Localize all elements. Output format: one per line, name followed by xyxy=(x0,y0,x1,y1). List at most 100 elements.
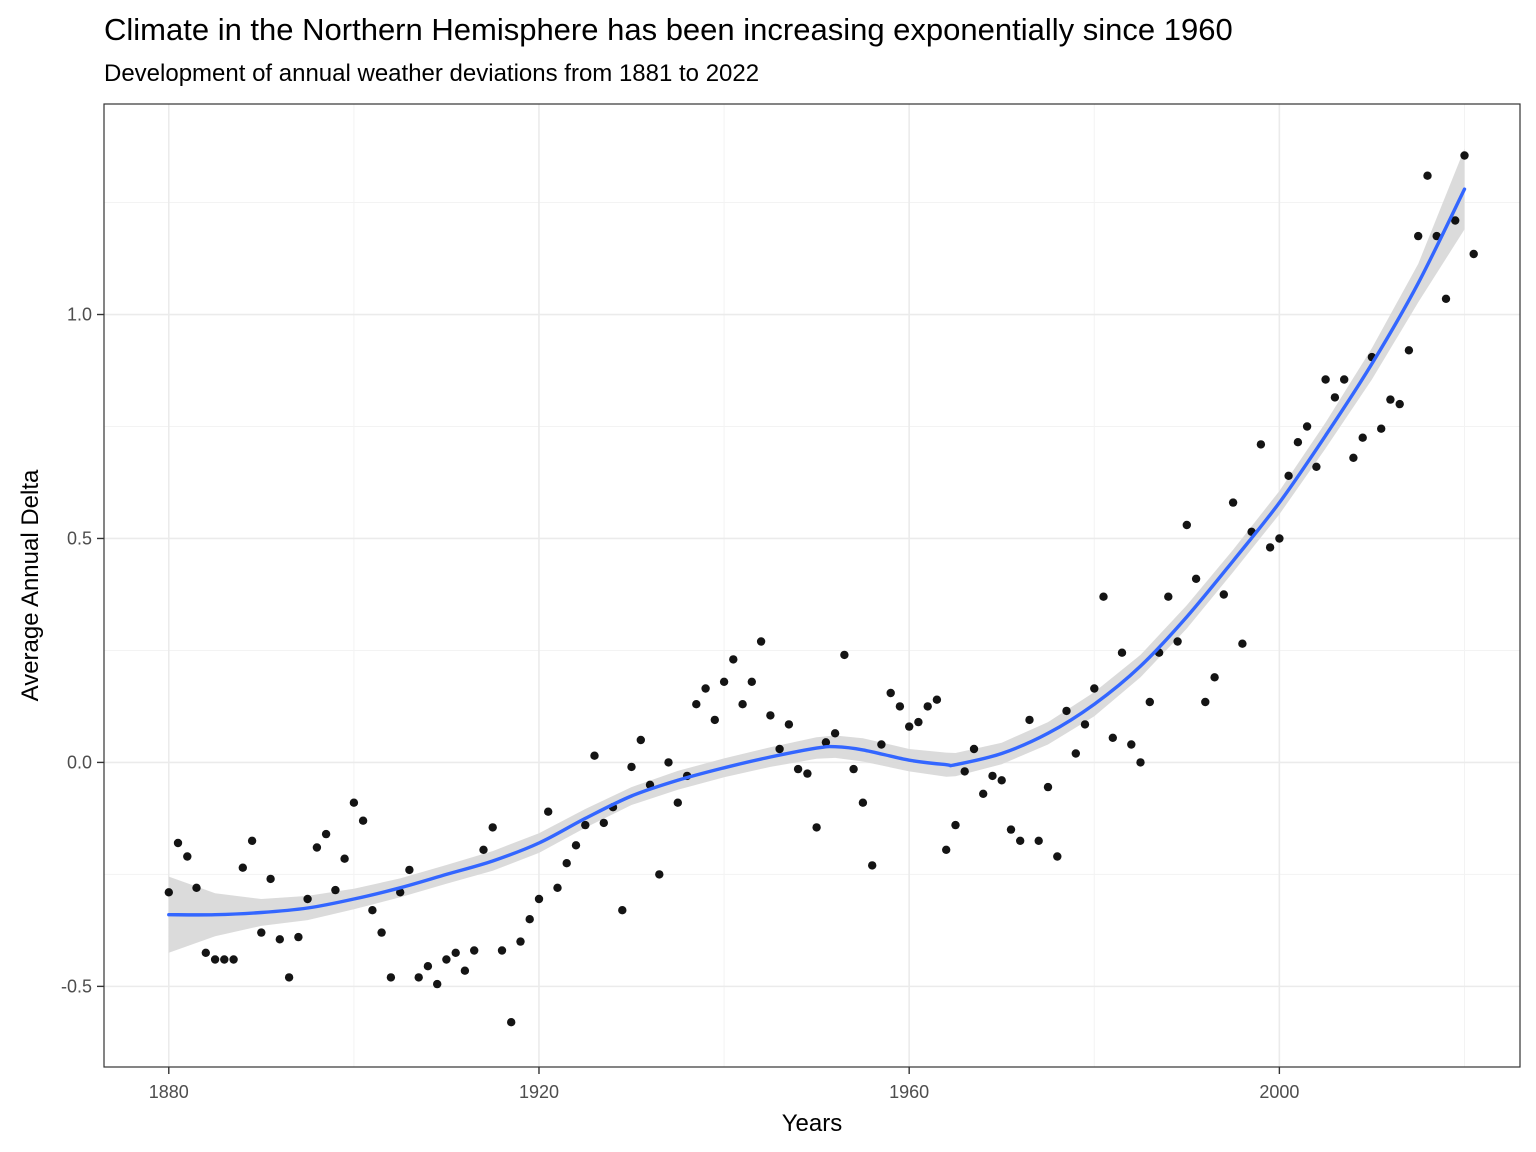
data-point xyxy=(451,948,460,957)
data-point xyxy=(599,818,608,828)
data-point xyxy=(1349,453,1358,462)
data-point xyxy=(321,829,331,839)
data-point xyxy=(405,865,414,875)
data-point xyxy=(516,937,525,946)
data-point xyxy=(1164,592,1173,601)
data-point xyxy=(303,894,312,904)
data-point xyxy=(294,932,303,942)
data-point xyxy=(1099,592,1108,601)
y-tick-label: 0.5 xyxy=(67,528,92,548)
panel-border xyxy=(103,103,1521,1068)
data-point xyxy=(969,744,979,754)
data-point xyxy=(840,650,849,660)
data-point xyxy=(571,841,581,850)
data-point xyxy=(1340,375,1349,384)
data-point xyxy=(164,888,173,897)
data-point xyxy=(1469,249,1478,259)
data-point xyxy=(979,789,988,798)
data-point xyxy=(1173,637,1182,646)
y-tick-label: 0.0 xyxy=(67,752,92,772)
data-point xyxy=(905,722,914,731)
data-point xyxy=(562,859,571,868)
data-point xyxy=(312,843,322,852)
data-point xyxy=(803,769,812,778)
data-point xyxy=(923,702,932,711)
data-point xyxy=(1441,294,1451,303)
data-point xyxy=(793,764,803,774)
data-point xyxy=(1386,395,1395,404)
data-point xyxy=(1062,706,1071,716)
data-point xyxy=(1182,520,1192,530)
data-point xyxy=(895,702,905,711)
data-point xyxy=(1210,673,1219,682)
minor-gridlines xyxy=(104,104,1520,1067)
data-point xyxy=(1219,590,1229,599)
data-point xyxy=(932,695,942,704)
data-point xyxy=(1108,733,1118,742)
data-point xyxy=(1090,684,1099,693)
data-point xyxy=(812,823,821,832)
data-point xyxy=(275,935,284,944)
data-point xyxy=(349,798,359,807)
data-point xyxy=(988,771,997,781)
data-point xyxy=(1414,231,1423,241)
data-point xyxy=(784,720,794,729)
data-point xyxy=(1302,422,1312,431)
data-point xyxy=(581,820,590,830)
data-point xyxy=(756,637,766,646)
data-point xyxy=(877,740,886,749)
y-tick-label: -0.5 xyxy=(61,976,92,996)
data-point xyxy=(1006,825,1016,834)
data-point xyxy=(442,955,451,964)
data-point xyxy=(544,807,553,816)
data-point xyxy=(525,915,534,924)
data-point xyxy=(618,906,627,915)
data-point xyxy=(386,973,396,982)
data-point xyxy=(192,883,201,892)
data-point xyxy=(710,715,719,725)
data-point xyxy=(358,816,368,825)
data-point xyxy=(655,870,664,879)
data-point xyxy=(636,735,645,745)
data-point xyxy=(210,955,220,964)
data-point xyxy=(173,838,183,848)
data-point xyxy=(507,1018,516,1027)
data-point xyxy=(247,836,257,845)
y-axis: -0.5 0.0 0.5 1.0 xyxy=(61,305,104,996)
data-point xyxy=(553,883,562,892)
data-point xyxy=(1432,231,1441,241)
data-point xyxy=(201,948,210,957)
data-point xyxy=(470,946,479,955)
data-point xyxy=(1395,399,1404,409)
data-point xyxy=(1293,438,1303,447)
data-point xyxy=(479,845,488,854)
data-point xyxy=(1423,171,1432,180)
data-point xyxy=(220,955,229,964)
data-point xyxy=(340,854,349,863)
data-point xyxy=(1117,648,1127,657)
data-point xyxy=(775,744,784,754)
data-point xyxy=(229,955,238,964)
data-point xyxy=(701,684,710,693)
data-point xyxy=(460,966,470,975)
data-point xyxy=(1404,346,1414,355)
x-tick-label: 1960 xyxy=(889,1082,929,1102)
data-point xyxy=(951,820,960,830)
smooth-line-layer xyxy=(167,187,1467,917)
data-point xyxy=(238,863,247,872)
data-point xyxy=(1043,782,1053,792)
data-point xyxy=(747,677,756,686)
x-tick-label: 1880 xyxy=(149,1082,189,1102)
data-point xyxy=(1451,216,1460,225)
data-point xyxy=(534,894,544,904)
data-point xyxy=(1265,543,1275,552)
data-point xyxy=(719,677,729,686)
data-point xyxy=(886,688,895,698)
data-point xyxy=(960,767,969,776)
data-point xyxy=(1136,758,1145,767)
data-point xyxy=(1071,749,1081,758)
y-tick-label: 1.0 xyxy=(67,305,92,325)
data-point xyxy=(1377,424,1386,433)
y-axis-title: Average Annual Delta xyxy=(17,469,44,701)
data-point xyxy=(1284,471,1293,480)
